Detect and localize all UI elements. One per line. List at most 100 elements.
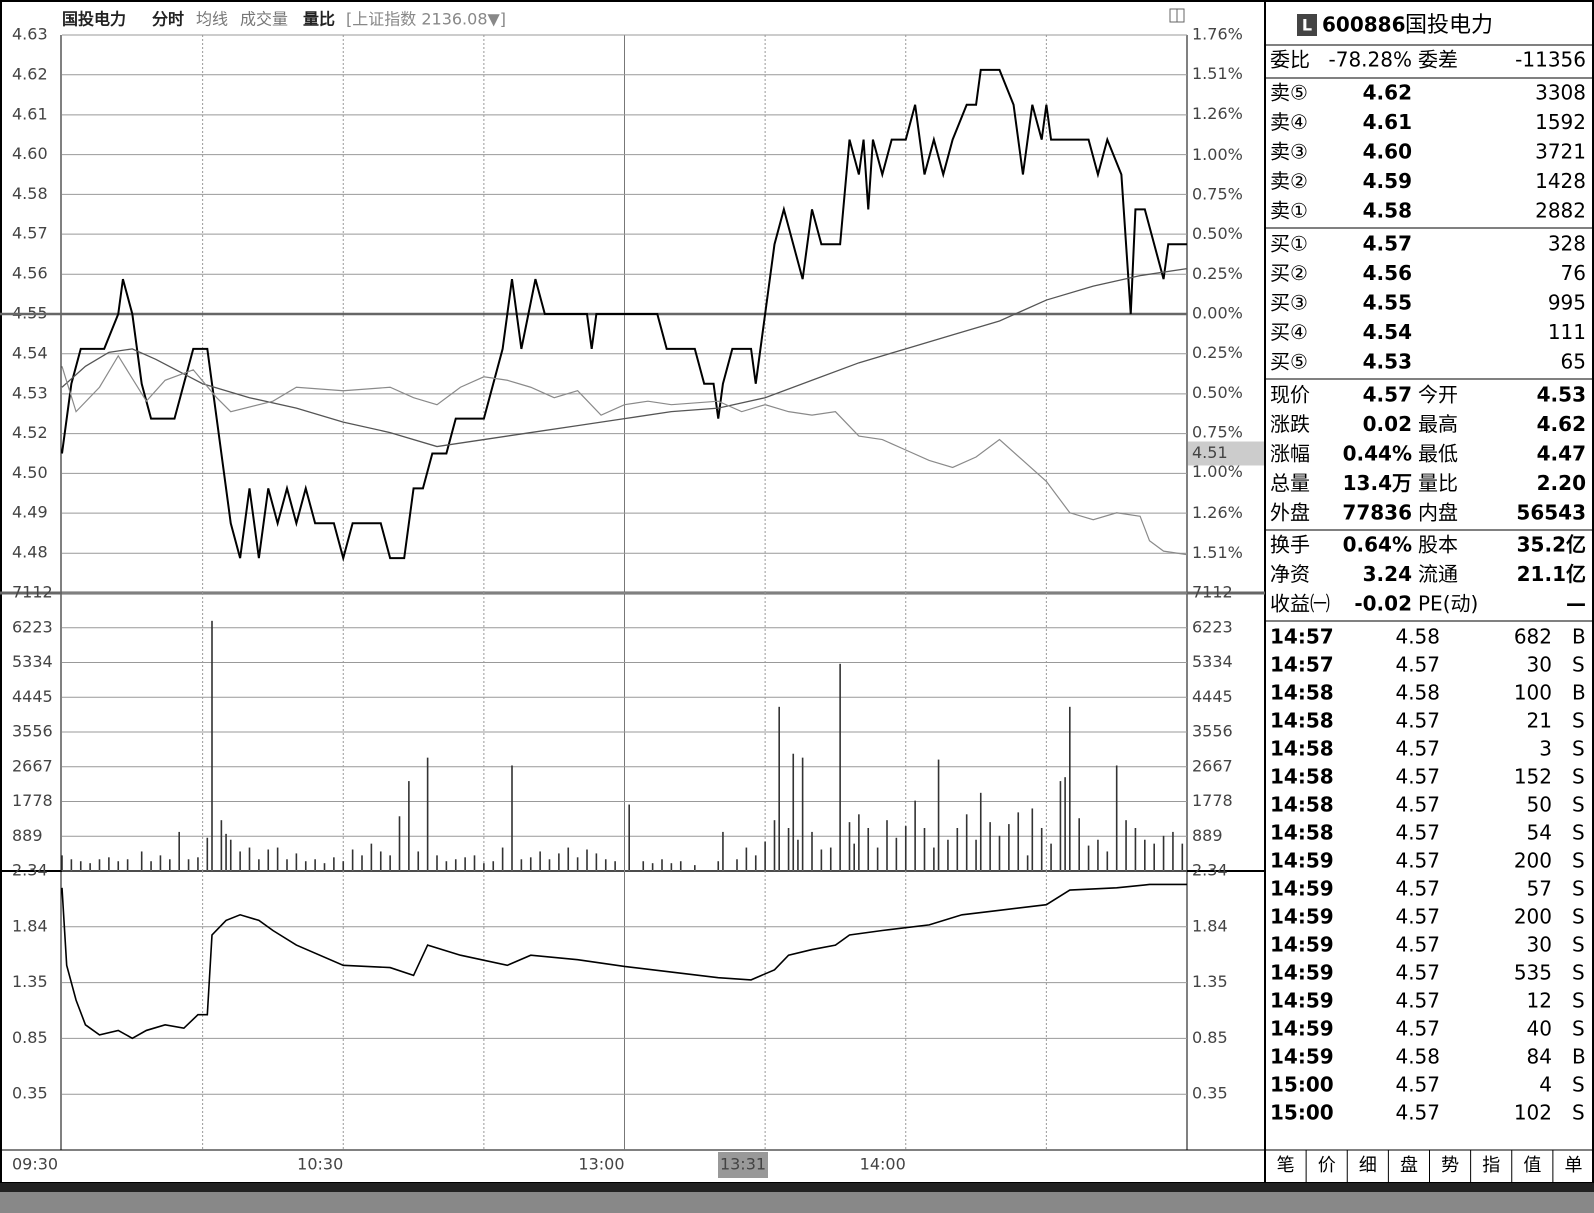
quote-cell: 12 [1527, 989, 1552, 1013]
tab[interactable]: 量比 [303, 10, 335, 29]
quote-cell: 卖⑤ [1270, 81, 1308, 105]
quote-cell: 13.4万 [1343, 471, 1412, 495]
quote-cell: 量比 [1418, 471, 1458, 495]
y2-tick-label: 3556 [1192, 722, 1233, 741]
quote-cell: 4.57 [1395, 1101, 1440, 1125]
volume-bar [1162, 835, 1165, 871]
quote-cell: 0.44% [1343, 442, 1412, 466]
quote-cell: 682 [1514, 625, 1552, 649]
quote-cell: 卖③ [1270, 140, 1308, 164]
volume-bar [417, 851, 420, 871]
volume-bar [1125, 820, 1127, 871]
volume-bar [745, 847, 748, 871]
quote-cell: 14:57 [1270, 653, 1334, 677]
volume-bar [70, 859, 73, 871]
quote-cell: 4.57 [1395, 989, 1440, 1013]
volume-bar [206, 837, 209, 871]
quote-cell: 4.62 [1363, 81, 1412, 105]
volume-bar [140, 851, 143, 871]
quote-cell: S [1572, 793, 1585, 817]
y2-tick-label: 0.25% [1192, 343, 1243, 362]
volume-bar [773, 820, 776, 871]
volume-bar [187, 859, 190, 871]
volume-bar [1087, 845, 1090, 871]
volume-bar [1134, 828, 1137, 871]
quote-cell: 35.2亿 [1517, 533, 1586, 557]
quote-cell: 14:59 [1270, 905, 1334, 929]
series-line [61, 883, 1187, 1040]
quote-cell: 4.57 [1395, 765, 1440, 789]
quote-cell: 54 [1527, 821, 1552, 845]
volume-bar [858, 814, 860, 871]
quote-cell: — [1566, 592, 1586, 616]
volume-bar [454, 859, 457, 871]
panel-tab[interactable]: 势 [1441, 1155, 1459, 1176]
panel-tab[interactable]: 细 [1359, 1155, 1377, 1176]
volume-bar [904, 826, 907, 871]
quote-cell: 卖① [1270, 199, 1308, 223]
panel-tab[interactable]: 盘 [1400, 1155, 1418, 1176]
volume-bar [801, 757, 804, 871]
y2-tick-label: 4445 [1192, 687, 1233, 706]
y-tick-label: 1.84 [12, 916, 48, 935]
quote-cell: 14:58 [1270, 821, 1334, 845]
y2-tick-label: 0.75% [1192, 422, 1243, 441]
quote-cell: PE(动) [1418, 592, 1478, 616]
volume-bar [398, 816, 401, 871]
y2-tick-label: 1.35 [1192, 972, 1228, 991]
quote-cell: 111 [1548, 320, 1586, 344]
panel-tab[interactable]: 笔 [1277, 1155, 1295, 1176]
volume-bar [314, 859, 316, 871]
quote-cell: S [1572, 737, 1585, 761]
y-tick-label: 1.35 [12, 972, 48, 991]
tab[interactable]: 成交量 [240, 10, 288, 29]
quote-cell: 40 [1527, 1017, 1552, 1041]
volume-bar [225, 833, 227, 871]
quote-cell: 委比 [1270, 48, 1310, 72]
quote-cell: S [1572, 765, 1585, 789]
volume-bar [829, 847, 832, 871]
tab[interactable]: 分时 [152, 10, 184, 29]
volume-bar [811, 831, 813, 871]
volume-bar [276, 847, 279, 871]
y-tick-label: 0.35 [12, 1084, 48, 1103]
y-tick-label: 3556 [12, 722, 53, 741]
quote-cell: 4.57 [1395, 737, 1440, 761]
x-tick-label: 13:00 [578, 1155, 624, 1174]
quote-cell: 76 [1561, 261, 1586, 285]
quote-cell: 21.1亿 [1517, 562, 1586, 586]
panel-tab[interactable]: 指 [1482, 1155, 1500, 1176]
quote-cell: 14:59 [1270, 1017, 1334, 1041]
volume-bar [286, 859, 288, 871]
quote-cell: 3.24 [1363, 562, 1412, 586]
volume-bar [98, 859, 101, 871]
quote-cell: B [1572, 1045, 1586, 1069]
panel-tab[interactable]: 值 [1523, 1155, 1541, 1176]
quote-cell: 14:59 [1270, 933, 1334, 957]
volume-bar [576, 857, 579, 871]
x-tick-label: 10:30 [297, 1155, 343, 1174]
tab[interactable]: 均线 [196, 10, 228, 29]
quote-cell: 21 [1527, 709, 1552, 733]
volume-bar [876, 847, 879, 871]
volume-bar [679, 861, 682, 871]
quote-cell: 3 [1539, 737, 1552, 761]
y-tick-label: 4.57 [12, 224, 48, 243]
volume-bar [736, 859, 738, 871]
y-tick-label: 4.48 [12, 543, 48, 562]
volume-bar [379, 851, 382, 871]
panel-tab[interactable]: 单 [1564, 1155, 1582, 1176]
panel-tab[interactable]: 价 [1318, 1155, 1336, 1176]
y-tick-label: 4445 [12, 687, 53, 706]
index-info[interactable]: [上证指数 2136.08▼] [346, 10, 506, 29]
y2-tick-label: 1.26% [1192, 503, 1243, 522]
volume-bar [937, 759, 940, 871]
x-tick-label: 09:30 [12, 1155, 58, 1174]
quote-cell: 买④ [1270, 320, 1308, 344]
quote-cell: 涨幅 [1270, 442, 1310, 466]
y-tick-label: 2.34 [12, 861, 48, 880]
y-tick-label: 4.50 [12, 463, 48, 482]
quote-cell: 152 [1514, 765, 1552, 789]
volume-bar [694, 865, 696, 871]
y-tick-label: 4.61 [12, 104, 48, 123]
